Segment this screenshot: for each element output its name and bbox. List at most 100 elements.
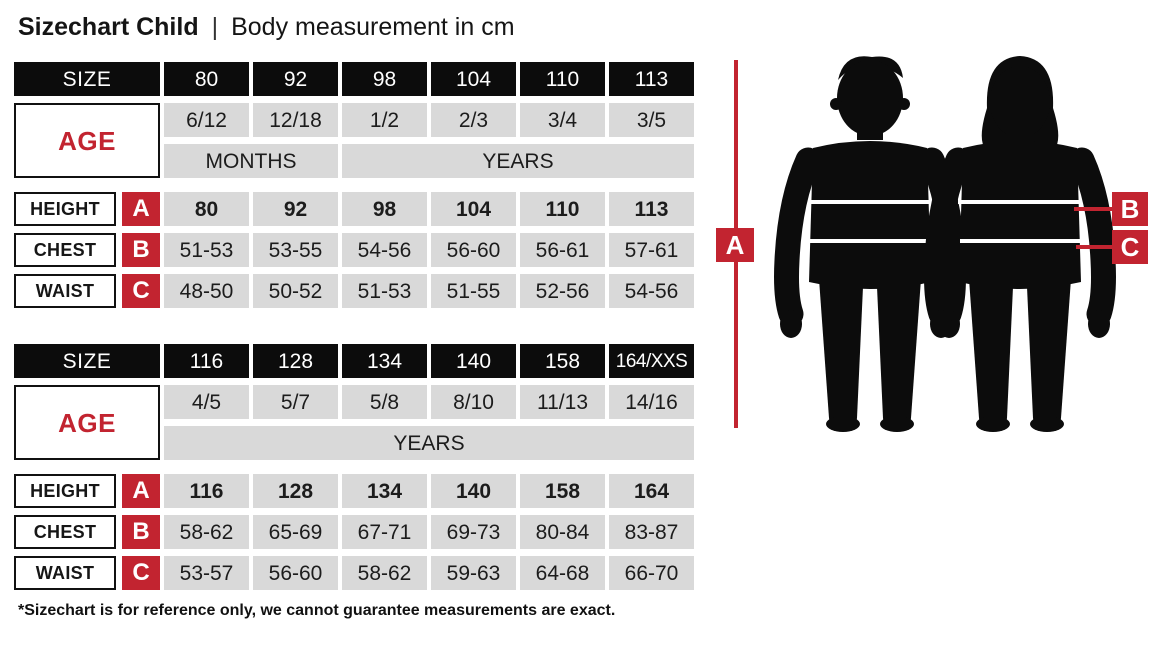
waist-cell: 64-68 bbox=[520, 556, 605, 590]
age-cell: 12/18 bbox=[253, 103, 338, 137]
age-cell: 2/3 bbox=[431, 103, 516, 137]
height-cell: 113 bbox=[609, 192, 694, 226]
waist-cell: 56-60 bbox=[253, 556, 338, 590]
height-label: HEIGHT A bbox=[14, 192, 160, 226]
age-cell: 5/8 bbox=[342, 385, 427, 419]
chest-cell: 69-73 bbox=[431, 515, 516, 549]
size-cell: 140 bbox=[431, 344, 516, 378]
page-title: Sizechart Child | Body measurement in cm bbox=[18, 13, 515, 42]
chest-cell: 83-87 bbox=[609, 515, 694, 549]
chest-cell: 57-61 bbox=[609, 233, 694, 267]
age-cell: 3/5 bbox=[609, 103, 694, 137]
waist-cell: 50-52 bbox=[253, 274, 338, 308]
sizechart-table-large: SIZE 116 128 134 140 158 164/XXS AGE 4/5 5/7 5/8 8/… bbox=[14, 344, 694, 590]
waist-label-text: WAIST bbox=[14, 556, 116, 590]
waist-cell: 58-62 bbox=[342, 556, 427, 590]
boy-silhouette bbox=[780, 56, 960, 432]
chest-cell: 58-62 bbox=[164, 515, 249, 549]
marker-c-label: C bbox=[1121, 232, 1140, 262]
height-cell: 116 bbox=[164, 474, 249, 508]
size-label: SIZE bbox=[14, 62, 160, 96]
waist-line bbox=[1076, 245, 1112, 249]
girl-silhouette bbox=[930, 56, 1110, 432]
chest-cell: 67-71 bbox=[342, 515, 427, 549]
size-cell: 128 bbox=[253, 344, 338, 378]
waist-cell: 54-56 bbox=[609, 274, 694, 308]
marker-a-chip: A bbox=[122, 474, 160, 508]
chest-cell: 53-55 bbox=[253, 233, 338, 267]
marker-b-chip: B bbox=[122, 233, 160, 267]
height-cell: 158 bbox=[520, 474, 605, 508]
waist-cell: 59-63 bbox=[431, 556, 516, 590]
age-cell: 4/5 bbox=[164, 385, 249, 419]
age-unit-cell: MONTHS bbox=[164, 144, 338, 178]
title-main: Sizechart Child bbox=[18, 13, 199, 41]
height-cell: 104 bbox=[431, 192, 516, 226]
chest-cell: 51-53 bbox=[164, 233, 249, 267]
title-subtitle: Body measurement in cm bbox=[231, 13, 515, 41]
marker-a-box bbox=[716, 228, 754, 262]
chest-cell: 65-69 bbox=[253, 515, 338, 549]
marker-c-chip: C bbox=[122, 556, 160, 590]
chest-cell: 56-61 bbox=[520, 233, 605, 267]
chest-cell: 56-60 bbox=[431, 233, 516, 267]
chest-marker-b: B bbox=[1074, 192, 1148, 226]
age-unit-cell: YEARS bbox=[164, 426, 694, 460]
waist-cell: 53-57 bbox=[164, 556, 249, 590]
title-separator: | bbox=[211, 13, 219, 41]
height-cell: 140 bbox=[431, 474, 516, 508]
waist-cell: 52-56 bbox=[520, 274, 605, 308]
chest-line bbox=[1074, 207, 1112, 211]
footnote: *Sizechart is for reference only, we can… bbox=[18, 602, 616, 619]
size-cell: 116 bbox=[164, 344, 249, 378]
age-cell: 1/2 bbox=[342, 103, 427, 137]
waist-label-text: WAIST bbox=[14, 274, 116, 308]
waist-cell: 51-53 bbox=[342, 274, 427, 308]
marker-c-chip: C bbox=[122, 274, 160, 308]
age-label: AGE bbox=[14, 385, 160, 460]
age-cell: 14/16 bbox=[609, 385, 694, 419]
marker-a-label: A bbox=[726, 230, 745, 260]
height-cell: 134 bbox=[342, 474, 427, 508]
age-cell: 5/7 bbox=[253, 385, 338, 419]
marker-b-box bbox=[1112, 192, 1148, 226]
size-cell: 113 bbox=[609, 62, 694, 96]
height-cell: 80 bbox=[164, 192, 249, 226]
height-cell: 110 bbox=[520, 192, 605, 226]
size-cell: 104 bbox=[431, 62, 516, 96]
height-cell: 98 bbox=[342, 192, 427, 226]
waist-label: WAIST C bbox=[14, 556, 160, 590]
marker-b-chip: B bbox=[122, 515, 160, 549]
waist-label: WAIST C bbox=[14, 274, 160, 308]
age-cell: 3/4 bbox=[520, 103, 605, 137]
age-label: AGE bbox=[14, 103, 160, 178]
height-marker-a: A bbox=[716, 60, 754, 428]
waist-marker-c: C bbox=[1076, 230, 1148, 264]
age-cell: 6/12 bbox=[164, 103, 249, 137]
chest-label: CHEST B bbox=[14, 233, 160, 267]
sizechart-table-small: SIZE 80 92 98 104 110 113 AGE 6/12 12/18 1/2 2/3 3/4… bbox=[14, 62, 694, 308]
height-cell: 92 bbox=[253, 192, 338, 226]
measurement-figure: A B C bbox=[716, 56, 1148, 450]
waist-cell: 48-50 bbox=[164, 274, 249, 308]
height-label-text: HEIGHT bbox=[14, 474, 116, 508]
marker-c-box bbox=[1112, 230, 1148, 264]
chest-cell: 80-84 bbox=[520, 515, 605, 549]
marker-a-chip: A bbox=[122, 192, 160, 226]
size-cell: 98 bbox=[342, 62, 427, 96]
age-unit-cell: YEARS bbox=[342, 144, 694, 178]
size-cell: 134 bbox=[342, 344, 427, 378]
size-cell: 164/XXS bbox=[609, 344, 694, 378]
size-cell: 110 bbox=[520, 62, 605, 96]
chest-label: CHEST B bbox=[14, 515, 160, 549]
height-cell: 128 bbox=[253, 474, 338, 508]
age-cell: 8/10 bbox=[431, 385, 516, 419]
marker-b-label: B bbox=[1121, 194, 1140, 224]
chest-cell: 54-56 bbox=[342, 233, 427, 267]
height-cell: 164 bbox=[609, 474, 694, 508]
size-cell: 92 bbox=[253, 62, 338, 96]
size-label: SIZE bbox=[14, 344, 160, 378]
height-label: HEIGHT A bbox=[14, 474, 160, 508]
size-cell: 80 bbox=[164, 62, 249, 96]
